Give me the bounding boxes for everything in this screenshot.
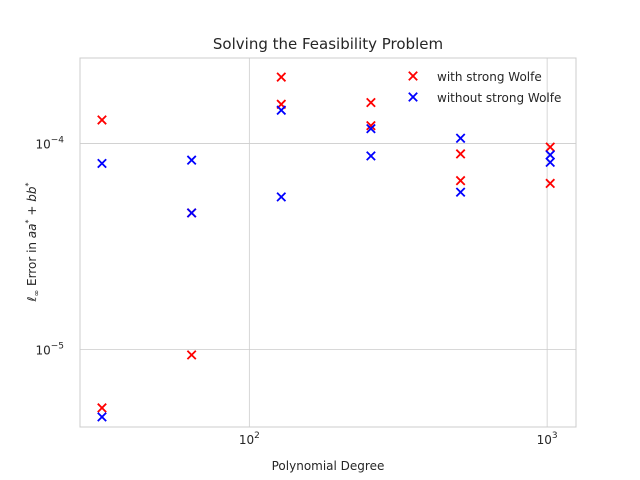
legend-marker-red-x-icon [408, 71, 418, 81]
data-point-without-strong-wolfe [186, 155, 197, 165]
y-tick-label: 10−4 [35, 135, 64, 151]
x-tick-label: 103 [537, 431, 558, 447]
plot-frame [79, 57, 577, 428]
data-point-without-strong-wolfe [366, 123, 376, 134]
y-label-star-1: * [24, 219, 33, 223]
data-point-without-strong-wolfe [545, 157, 556, 168]
data-point-with-strong-wolfe [97, 115, 107, 125]
grid [80, 58, 576, 427]
legend-x-marker-with-strong-wolfe [408, 71, 418, 81]
svg-text:ℓ∞ Error in aa* + bb*: ℓ∞ Error in aa* + bb* [24, 183, 41, 303]
legend-marker-blue-x-icon [408, 92, 418, 102]
data-point-without-strong-wolfe [455, 187, 466, 198]
x-axis-label: Polynomial Degree [272, 459, 385, 473]
data-point-with-strong-wolfe [366, 120, 376, 131]
y-tick-label: 10−5 [35, 341, 64, 357]
data-point-without-strong-wolfe [97, 412, 107, 422]
data-point-without-strong-wolfe [276, 192, 287, 202]
y-axis-label: ℓ∞ Error in aa* + bb* [24, 183, 41, 303]
y-label-bb: bb [25, 186, 39, 202]
data-point-with-strong-wolfe [97, 403, 107, 413]
data-point-without-strong-wolfe [186, 208, 197, 218]
data-point-with-strong-wolfe [366, 97, 376, 108]
data-point-with-strong-wolfe [545, 142, 556, 152]
data-point-with-strong-wolfe [455, 149, 466, 159]
legend-label-with-strong-wolfe: with strong Wolfe [437, 70, 542, 84]
y-label-error-in: Error in [25, 238, 39, 290]
data-point-without-strong-wolfe [545, 150, 556, 160]
legend-item-with-strong-wolfe: with strong Wolfe [408, 70, 542, 84]
y-label-ell: ℓ [25, 296, 39, 302]
y-label-aa: aa [25, 223, 39, 238]
data-point-with-strong-wolfe [455, 175, 466, 186]
legend-x-marker-without-strong-wolfe [408, 92, 418, 102]
data-point-with-strong-wolfe [545, 178, 556, 189]
data-point-without-strong-wolfe [455, 133, 466, 144]
tick-labels: 102 103 10−5 10−4 [35, 135, 557, 447]
legend: with strong Wolfe without strong Wolfe [408, 70, 561, 105]
data-point-without-strong-wolfe [366, 151, 376, 161]
data-point-with-strong-wolfe [186, 350, 197, 360]
legend-item-without-strong-wolfe: without strong Wolfe [408, 91, 561, 105]
legend-label-without-strong-wolfe: without strong Wolfe [437, 91, 561, 105]
y-label-infinity: ∞ [32, 290, 41, 297]
y-label-star-2: * [24, 183, 33, 187]
data-point-without-strong-wolfe [276, 105, 287, 116]
chart-title: Solving the Feasibility Problem [213, 35, 443, 53]
data-point-with-strong-wolfe [276, 72, 287, 82]
data-point-without-strong-wolfe [97, 158, 107, 169]
y-label-plus: + [25, 202, 39, 220]
x-tick-label: 102 [239, 431, 260, 447]
data-points [97, 72, 556, 422]
